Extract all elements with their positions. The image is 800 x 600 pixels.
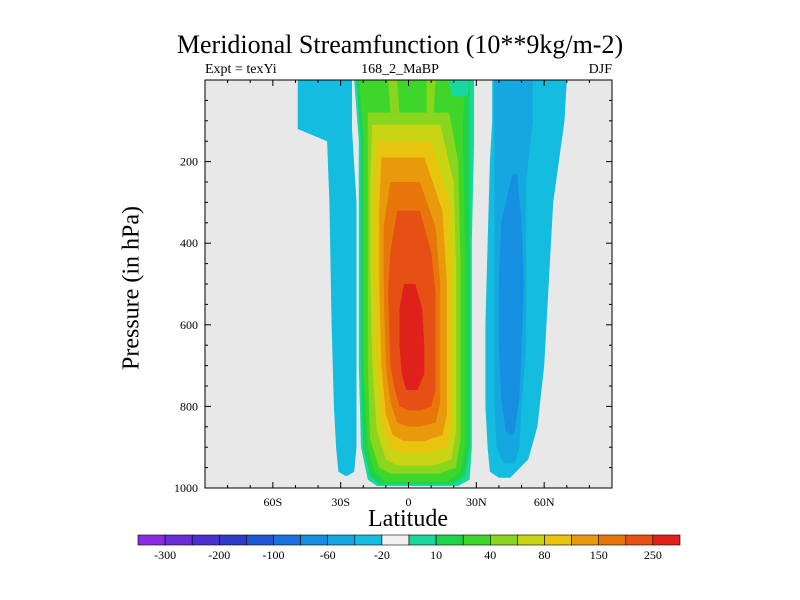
pos-top-protrusion-left xyxy=(388,80,400,113)
colorbar-swatch xyxy=(219,534,247,546)
colorbar-label: 40 xyxy=(484,548,496,562)
colorbar-swatch xyxy=(327,534,356,546)
x-tick-label: 60N xyxy=(534,495,555,509)
colorbar-label: 80 xyxy=(539,548,551,562)
y-tick-label: 600 xyxy=(180,318,198,332)
north-neg-cell-core xyxy=(498,173,524,436)
colorbar-swatch xyxy=(598,534,627,546)
x-axis-ticks: 60S 30S 0 30N 60N xyxy=(204,80,613,509)
colorbar-swatch xyxy=(191,534,220,546)
colorbar-swatch xyxy=(517,534,545,546)
colorbar-label: -20 xyxy=(374,548,390,562)
colorbar-label: 10 xyxy=(430,548,442,562)
colorbar-label: 250 xyxy=(644,548,662,562)
experiment-label: Expt = texYi xyxy=(205,62,277,77)
season-label: DJF xyxy=(588,62,612,77)
colorbar-swatch xyxy=(489,534,518,546)
colorbar-swatch xyxy=(652,534,681,546)
colorbar-swatch xyxy=(164,534,193,546)
x-tick-label: 30S xyxy=(331,495,350,509)
colorbar-label: -60 xyxy=(320,548,336,562)
run-label: 168_2_MaBP xyxy=(361,62,439,77)
colorbar-swatch xyxy=(246,534,274,546)
x-tick-label: 60S xyxy=(263,495,282,509)
y-tick-label: 1000 xyxy=(174,481,198,495)
south-neg-cell-20 xyxy=(297,80,357,476)
colorbar-label: 150 xyxy=(590,548,608,562)
colorbar: -300 -200 -100 -60 -20 10 40 80 150 250 xyxy=(137,534,681,562)
colorbar-swatch xyxy=(354,534,383,546)
colorbar-label: -100 xyxy=(263,548,285,562)
colorbar-swatch xyxy=(300,534,329,546)
contour-field xyxy=(205,80,612,488)
colorbar-swatch xyxy=(137,534,166,546)
colorbar-swatch xyxy=(462,534,491,546)
colorbar-swatch xyxy=(381,534,410,546)
chart-title: Meridional Streamfunction (10**9kg/m-2) xyxy=(176,30,624,59)
x-tick-label: 30N xyxy=(466,495,487,509)
pos-level-core xyxy=(399,284,425,391)
y-tick-label: 800 xyxy=(180,399,198,413)
colorbar-swatch xyxy=(571,534,599,546)
x-axis-label: Latitude xyxy=(368,506,448,532)
colorbar-swatch xyxy=(408,534,437,546)
x-tick-label: 0 xyxy=(406,495,412,509)
colorbar-swatch xyxy=(544,534,572,546)
y-tick-label: 200 xyxy=(180,155,198,169)
colorbar-swatch xyxy=(273,534,301,546)
y-tick-label: 400 xyxy=(180,236,198,250)
colorbar-label: -300 xyxy=(154,548,176,562)
colorbar-swatch xyxy=(625,534,654,546)
colorbar-label: -200 xyxy=(208,548,230,562)
pos-top-band-right xyxy=(449,80,470,97)
pos-top-protrusion-right xyxy=(426,80,436,117)
colorbar-swatch xyxy=(435,534,464,546)
y-axis-ticks: 200 400 600 800 1000 xyxy=(174,99,612,495)
